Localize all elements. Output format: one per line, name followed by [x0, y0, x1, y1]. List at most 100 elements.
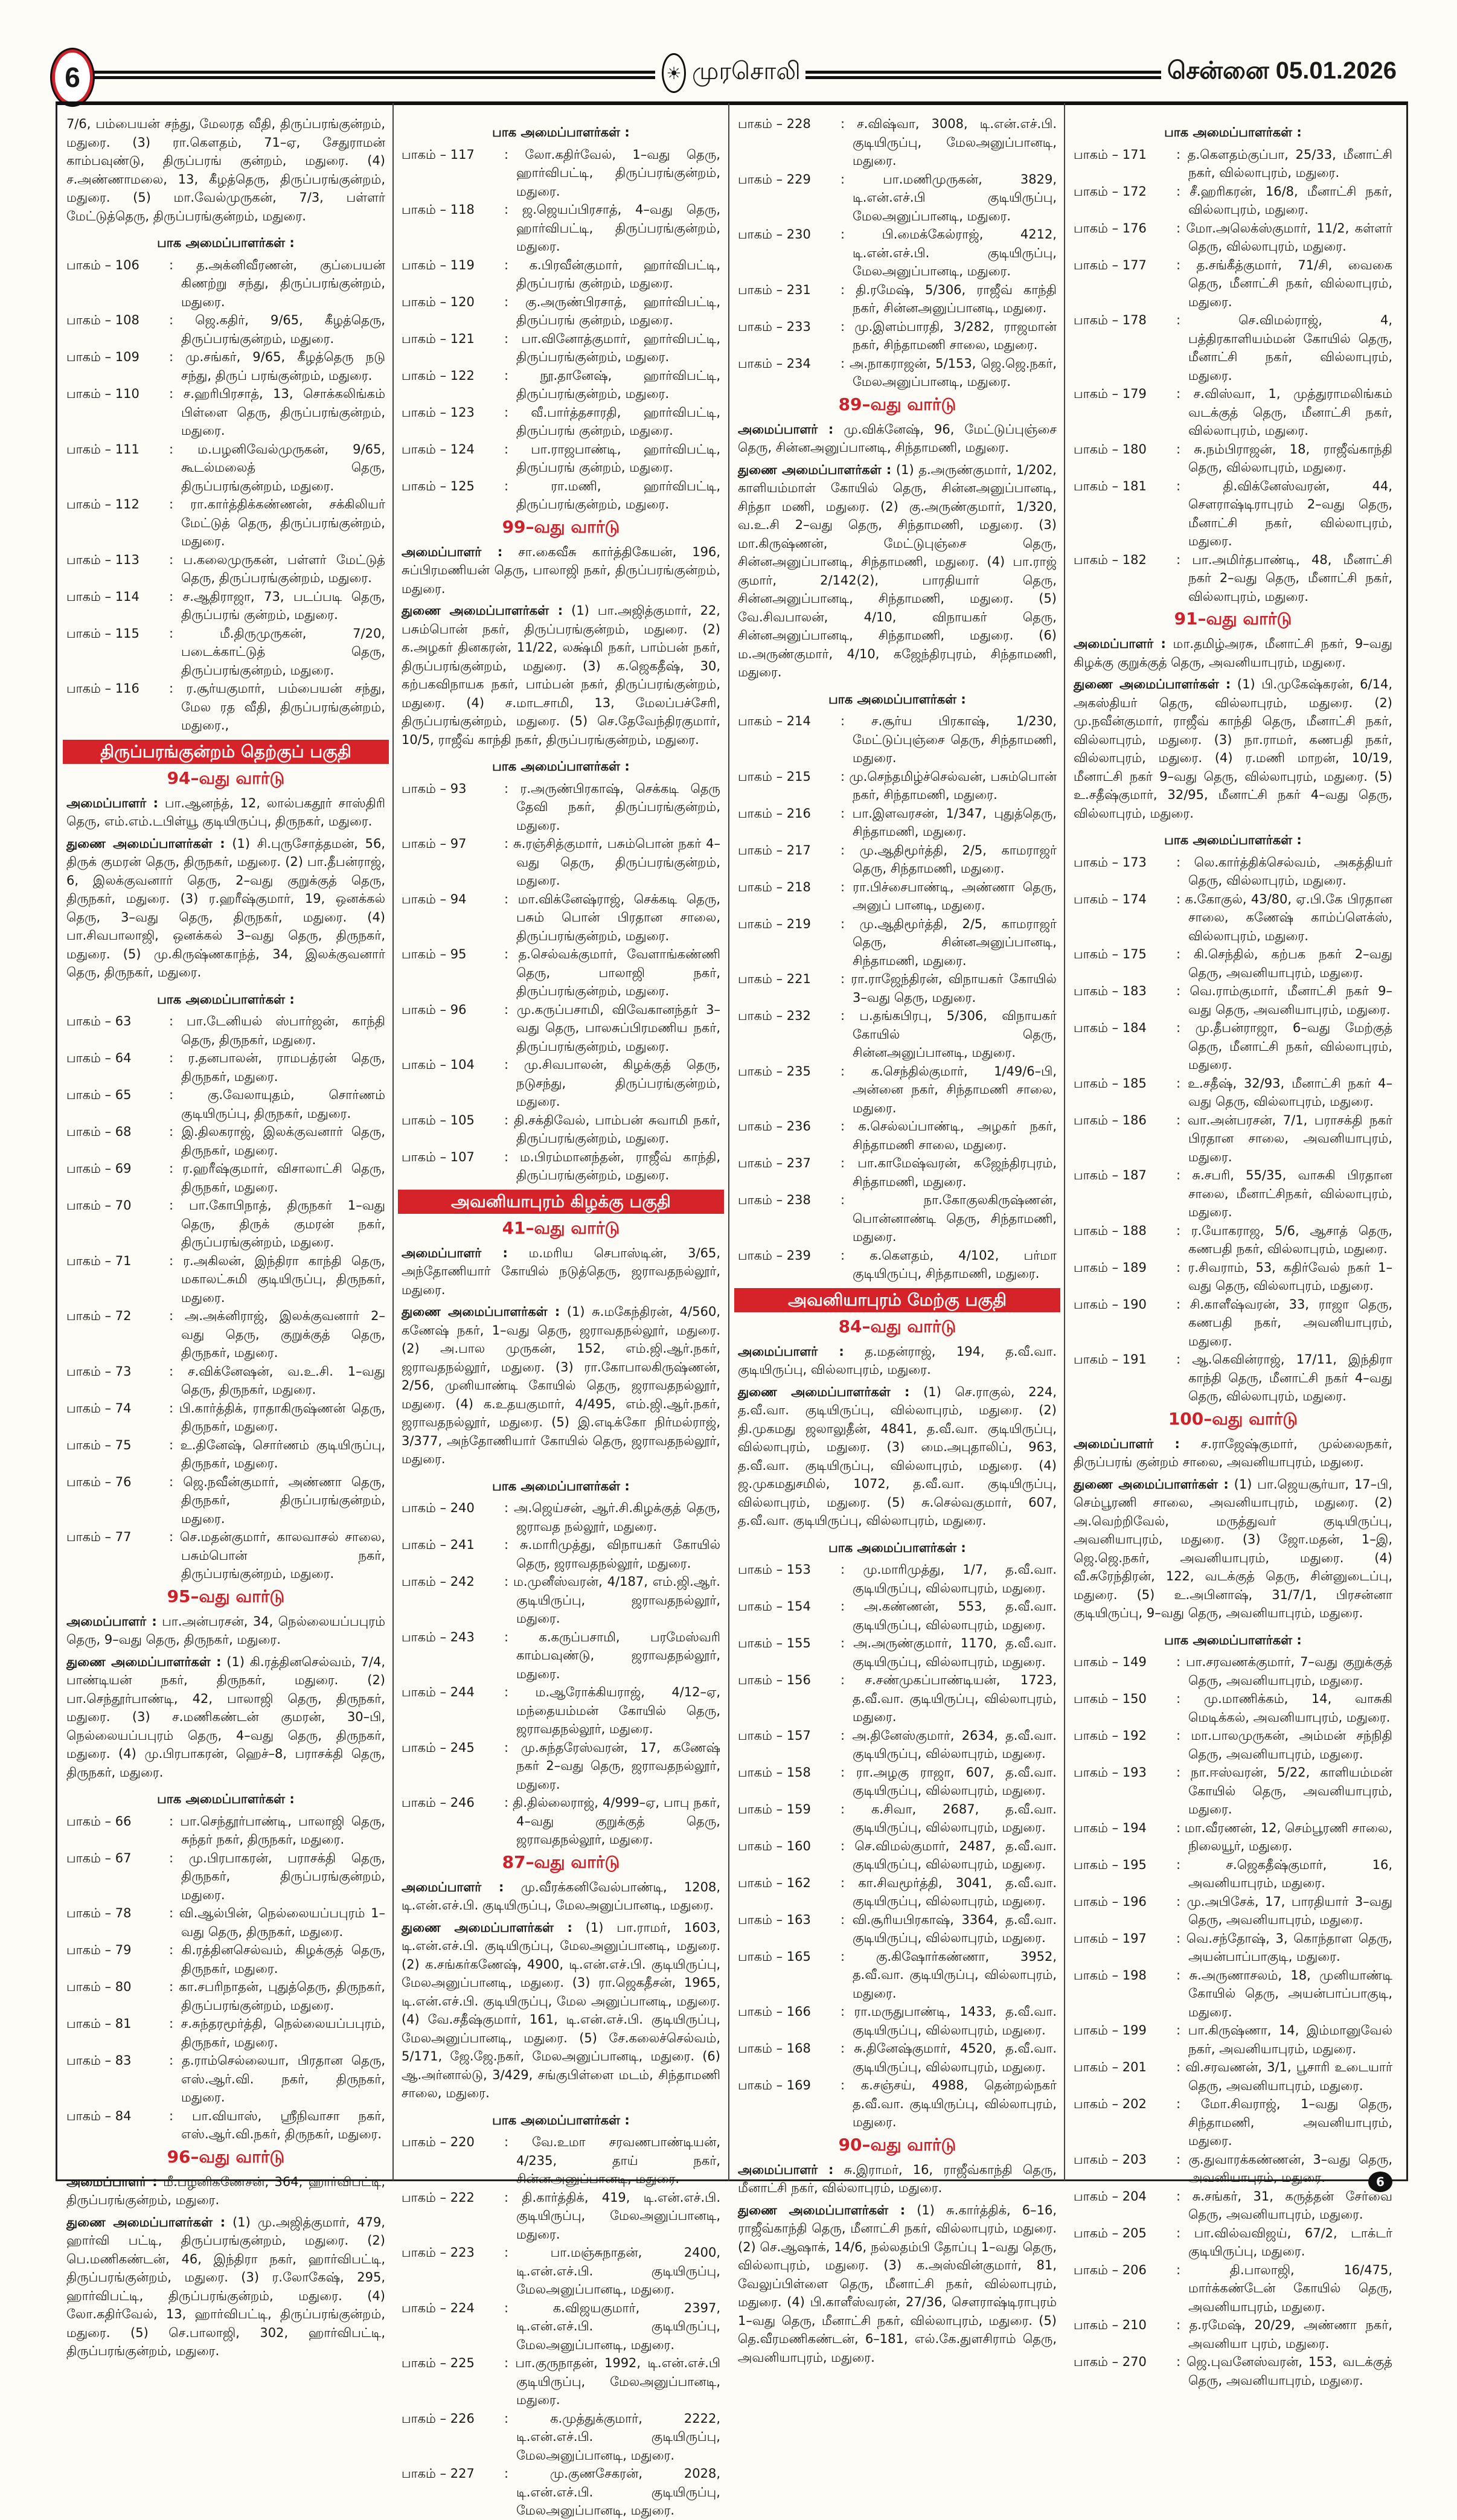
booth-entry: பாகம் – 244: ம.ஆரோக்கியராஜ், 4/12–ஏ, மந்…	[402, 1683, 720, 1739]
booth-id: 240	[450, 1501, 475, 1515]
booth-number: பாகம் – 172	[1074, 182, 1176, 219]
booth-prefix: பாகம் –	[1074, 2225, 1122, 2240]
booth-number: பாகம் – 113	[66, 551, 169, 588]
booth-organiser: : மோ.சிவராஜ், 1–வது தெரு, சிந்தாமணி, அவன…	[1176, 2097, 1392, 2148]
organiser-details: (1) சி.புருசோத்தமன், 56, திருக் குமரன் த…	[66, 836, 386, 980]
booth-prefix: பாகம் –	[738, 806, 787, 821]
booth-prefix: பாகம் –	[66, 1051, 115, 1065]
booth-id: 190	[1122, 1297, 1147, 1312]
booth-prefix: பாகம் –	[738, 1063, 787, 1079]
booth-organiser: : கு.துவாரக்கண்ணன், 3–வது தெரு, அவனியாபு…	[1176, 2152, 1392, 2185]
booth-id: 64	[115, 1051, 132, 1065]
booth-organiser: : த.சங்கீத்குமார், 71/சி, வைகை தெரு, மீன…	[1176, 257, 1392, 309]
booth-organiser: : பா.காமேஷ்வரன், கஜேந்திரபுரம், சிந்தாமண…	[841, 1156, 1057, 1189]
booth-entry: பாகம் – 168: சு.தினேஷ்குமார், 4520, த.வீ…	[738, 2039, 1057, 2076]
organiser-label: அமைப்பாளர் :	[66, 795, 159, 810]
booth-organiser: : மு.கருப்பசாமி, விவேகானந்தர் 3–வது தெரு…	[504, 1002, 720, 1054]
booth-number: பாகம் – 202	[1074, 2095, 1176, 2150]
booth-prefix: பாகம் –	[738, 2004, 787, 2019]
booth-id: 196	[1122, 1894, 1147, 1909]
booth-id: 242	[450, 1574, 475, 1589]
booth-prefix: பாகம் –	[738, 1838, 787, 1853]
booth-prefix: பாகம் –	[66, 589, 115, 604]
booth-id: 117	[450, 147, 475, 162]
booth-number: பாகம் – 238	[738, 1191, 841, 1246]
booth-prefix: பாகம் –	[402, 1795, 450, 1810]
booth-organiser: : பா.வியாஸ், ஸ்ரீநிவாசா நகர், எஸ்.ஆர்.வி…	[169, 2108, 385, 2142]
booth-entry: பாகம் – 187: சு.சபரி, 55/35, வாசுகி பிரத…	[1074, 1166, 1392, 1222]
booth-prefix: பாகம் –	[1074, 2318, 1122, 2332]
organiser-details: (1) பா.ஜெயசூர்யா, 17–பி, செம்பூரணி சாலை,…	[1074, 1476, 1393, 1621]
booth-organiser: : கா.சபரிநாதன், புதுத்தெரு, திருநகர், தி…	[169, 1980, 385, 2013]
booth-id: 229	[786, 172, 811, 187]
booth-number: பாகம் – 234	[738, 354, 841, 391]
organiser-details: சு.இராமர், 16, ராஜீவ்காந்தி தெரு, மீனாட்…	[738, 2162, 1057, 2196]
column-3: பாகம் – 228: ச.விஷ்வா, 3008, டி.என்.எச்.…	[734, 115, 1060, 2370]
booth-organiser: : கு.அருண்பிரசாத், ஹார்விபட்டி, திருப்பர…	[504, 294, 720, 328]
booth-number: பாகம் – 70	[66, 1196, 169, 1252]
booth-id: 119	[450, 257, 475, 272]
booth-entry: பாகம் – 75: உ.தினேஷ், சொர்ணம் குடியிருப்…	[66, 1436, 385, 1473]
booth-organiser: : தி.சக்திவேல், பாம்பன் சுவாமி நகர், திர…	[504, 1112, 720, 1146]
booth-number: பாகம் – 243	[402, 1628, 504, 1684]
booth-entry: பாகம் – 235: க.செந்தில்குமார், 1/49/6–பி…	[738, 1062, 1057, 1118]
booth-id: 197	[1122, 1931, 1147, 1946]
organiser-label: துணை அமைப்பாளர்கள் :	[66, 1654, 222, 1669]
booth-id: 78	[115, 1906, 132, 1920]
booth-id: 216	[786, 806, 811, 821]
booth-prefix: பாகம் –	[66, 626, 115, 641]
booth-organiser: : மு.சிவபாலன், கிழக்குத் தெரு, நடுசந்து,…	[504, 1057, 720, 1109]
booth-number: பாகம் – 123	[402, 403, 504, 440]
booth-number: பாகம் – 122	[402, 367, 504, 403]
organiser-label: துணை அமைப்பாளர்கள் :	[402, 603, 563, 618]
booth-number: பாகம் – 149	[1074, 1653, 1176, 1690]
booth-number: பாகம் – 81	[66, 2015, 169, 2051]
booth-entry: பாகம் – 64: ர.தனபாலன், ராமபத்ரன் தெரு, த…	[66, 1049, 385, 1086]
booth-organiser: : பா.கோபிநாத், திருநகர் 1–வது தெரு, திரு…	[169, 1198, 385, 1249]
booth-id: 226	[450, 2411, 475, 2426]
booth-organiser: : த.செல்வக்குமார், வேளாங்கண்ணி தெரு, பால…	[504, 947, 720, 998]
booth-entry: பாகம் – 221: ரா.ராஜேந்திரன், விநாயகர் கோ…	[738, 970, 1057, 1007]
booth-organiser: : சி.காளீஷ்வரன், 33, ராஜா தெரு, கணபதி நக…	[1176, 1297, 1392, 1348]
ward-heading: 94–வது வார்டு	[167, 768, 285, 788]
booth-entry: பாகம் – 199: பா.கிருஷ்ணா, 14, இம்மானுவேல…	[1074, 2021, 1392, 2058]
booth-id: 189	[1122, 1260, 1147, 1275]
booth-id: 116	[115, 681, 139, 696]
booth-id: 241	[450, 1537, 475, 1552]
booth-organiser: : நூ.தானேஷ், ஹார்விபட்டி, திருப்பரங்குன்…	[504, 368, 720, 402]
booth-organiser: : மா.பாலமுருகன், அம்மன் சந்நிதி தெரு, அவ…	[1176, 1728, 1392, 1762]
booth-organiser: : பா.சரவணக்குமார், 7–வது குறுக்குத் தெரு…	[1176, 1655, 1392, 1688]
booth-id: 169	[786, 2078, 811, 2092]
booth-entry: பாகம் – 109: மு.சங்கர், 9/65, கீழத்தெரு …	[66, 348, 385, 385]
booth-prefix: பாகம் –	[1074, 2097, 1122, 2111]
ward-heading: 89–வது வார்டு	[838, 394, 956, 414]
booth-number: பாகம் – 239	[738, 1246, 841, 1283]
booth-id: 238	[786, 1193, 811, 1207]
booth-prefix: பாகம் –	[1074, 1931, 1122, 1946]
organiser-label: துணை அமைப்பாளர்கள் :	[738, 2202, 906, 2217]
booth-organiser: : மு.இளம்பாரதி, 3/282, ராஜமான் நகர், சிந…	[841, 319, 1057, 353]
booth-entry: பாகம் – 95: த.செல்வக்குமார், வேளாங்கண்ணி…	[402, 945, 720, 1001]
booth-prefix: பாகம் –	[402, 147, 450, 162]
booth-prefix: பாகம் –	[402, 947, 450, 961]
booth-id: 233	[786, 319, 811, 334]
organiser-details: (1) சு.கார்த்திக், 6–16, ராஜீவ்காந்தி தெ…	[738, 2202, 1057, 2365]
booth-prefix: பாகம் –	[66, 1253, 115, 1268]
booth-prefix: பாகம் –	[1074, 1352, 1122, 1367]
booth-entry: பாகம் – 105: தி.சக்திவேல், பாம்பன் சுவாம…	[402, 1111, 720, 1148]
booth-id: 74	[115, 1400, 132, 1415]
booth-entry: பாகம் – 69: ர.ஹரீஷ்குமார், விசாலாட்சி தெ…	[66, 1159, 385, 1196]
booth-entry: பாகம் – 158: ரா.அழகு ராஜா, 607, த.வீ.வா.…	[738, 1763, 1057, 1800]
booth-entry: பாகம் – 270: ஜெ.புவனேஸ்வரன், 153, வடக்கு…	[1074, 2353, 1392, 2390]
organiser-label: அமைப்பாளர் :	[738, 1344, 844, 1359]
booth-number: பாகம் – 198	[1074, 1966, 1176, 2022]
booth-organiser: : உ.சதீஷ், 32/93, மீனாட்சி நகர் 4–வது தெ…	[1176, 1076, 1392, 1109]
booth-id: 179	[1122, 386, 1147, 401]
booth-number: பாகம் – 120	[402, 293, 504, 330]
booth-id: 83	[115, 2053, 132, 2068]
booth-number: பாகம் – 205	[1074, 2224, 1176, 2261]
booth-prefix: பாகம் –	[1074, 1820, 1122, 1835]
booth-organiser: : பா.குருநாதன், 1992, டி.என்.எச்.பி குடி…	[504, 2356, 720, 2407]
booth-organiser: : தி.தில்லைராஜ், 4/999–ஏ, பாபு நகர், 4–வ…	[504, 1795, 720, 1847]
booth-entry: பாகம் – 192: மா.பாலமுருகன், அம்மன் சந்நி…	[1074, 1726, 1392, 1763]
